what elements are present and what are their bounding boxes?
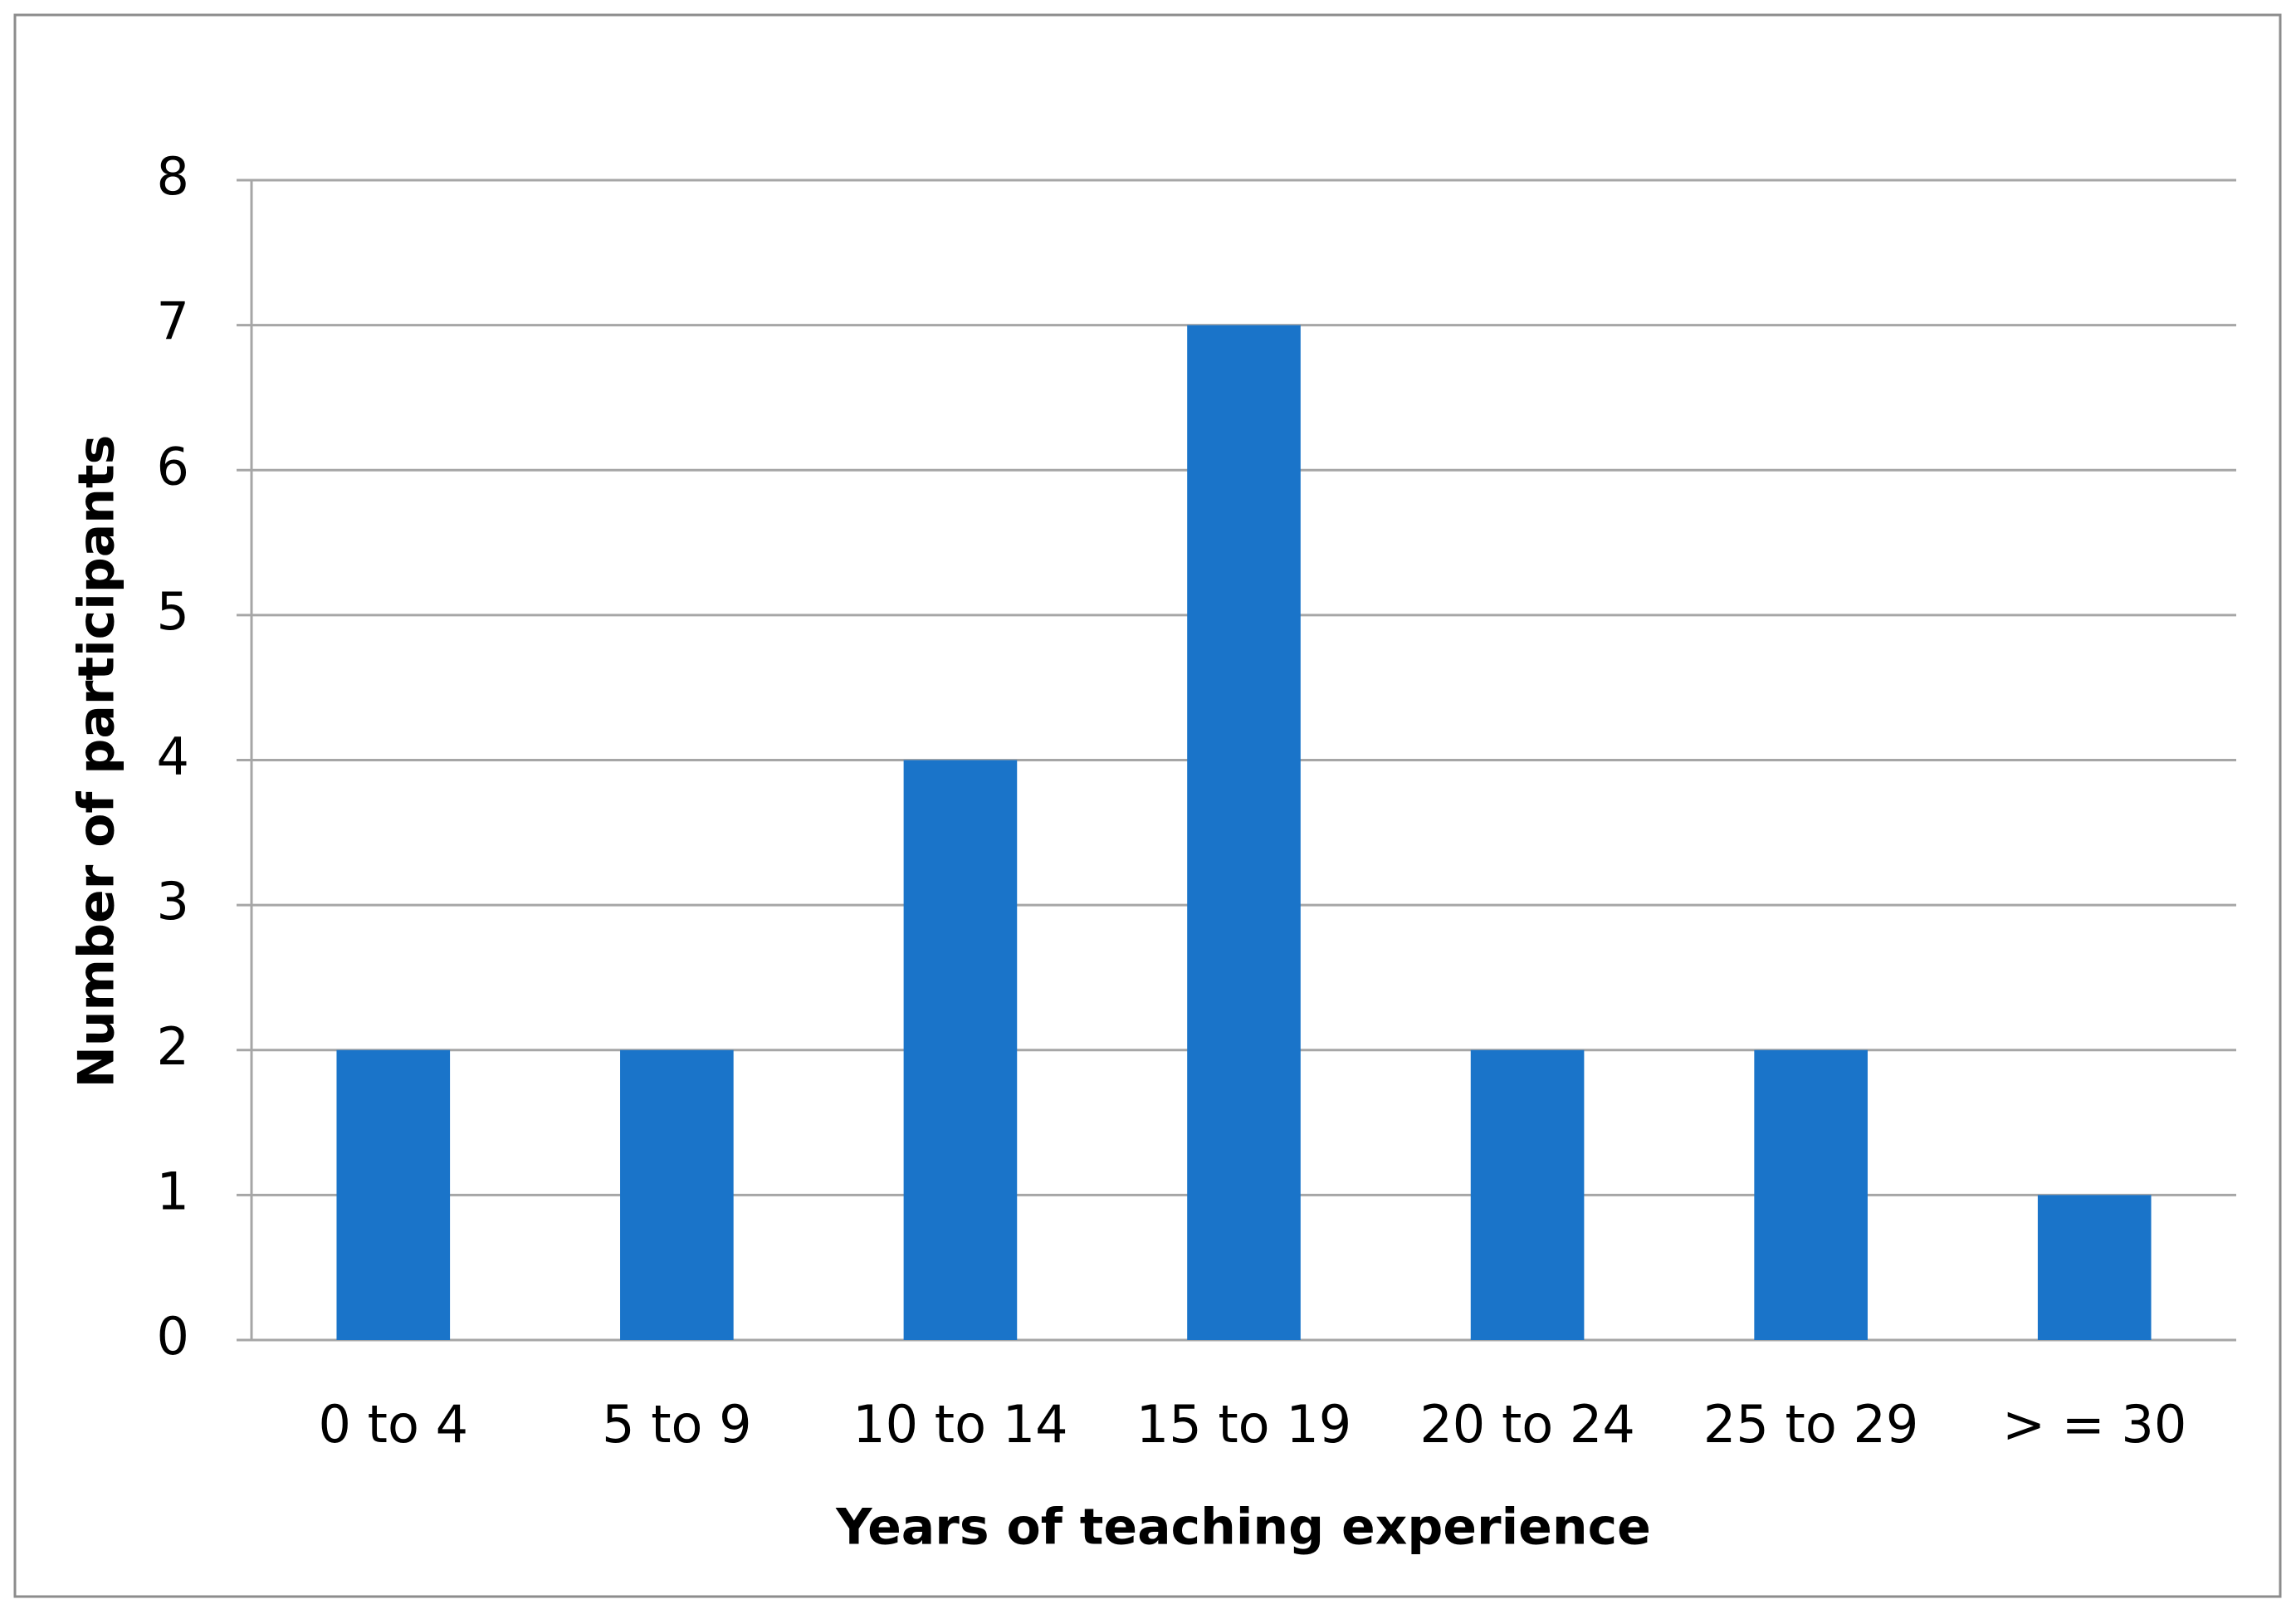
x-tick-label: 0 to 4 — [319, 1394, 469, 1455]
x-tick-label: 25 to 29 — [1703, 1394, 1918, 1455]
bar — [620, 1049, 734, 1340]
x-tick-label: 5 to 9 — [602, 1394, 752, 1455]
x-tick-label: 10 to 14 — [852, 1394, 1067, 1455]
bar — [1754, 1049, 1868, 1340]
y-tick-label: 4 — [157, 726, 189, 787]
y-tick-label: 1 — [157, 1161, 189, 1221]
bar — [903, 760, 1018, 1340]
x-axis-title: Years of teaching experience — [835, 1499, 1651, 1557]
y-tick-label: 8 — [157, 146, 189, 207]
y-tick-label: 7 — [157, 291, 189, 352]
y-tick-label: 0 — [157, 1306, 189, 1367]
y-tick-label: 2 — [157, 1016, 189, 1077]
chart-border — [13, 13, 2282, 1598]
x-tick-label: 15 to 19 — [1136, 1394, 1351, 1455]
bar — [2037, 1195, 2152, 1340]
x-tick-label: 20 to 24 — [1419, 1394, 1634, 1455]
y-tick-label: 3 — [157, 871, 189, 932]
y-axis-title: Number of participants — [68, 435, 126, 1088]
y-tick-label: 6 — [157, 436, 189, 496]
bar — [1470, 1049, 1585, 1340]
x-tick-label: > = 30 — [2002, 1394, 2186, 1455]
bar — [1187, 325, 1301, 1340]
bar — [336, 1049, 451, 1340]
y-tick-label: 5 — [157, 581, 189, 642]
